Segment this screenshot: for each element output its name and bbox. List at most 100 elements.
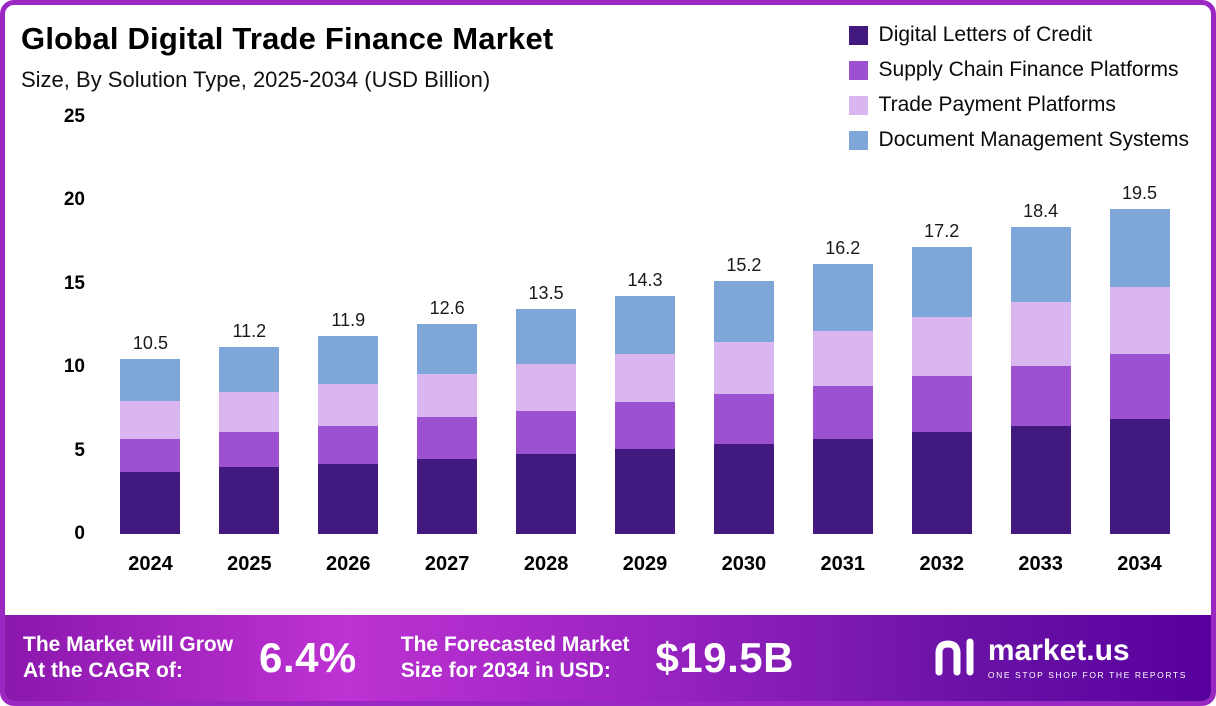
brand-block: market.us ONE STOP SHOP FOR THE REPORTS: [932, 636, 1193, 681]
chart-section: Global Digital Trade Finance Market Size…: [5, 5, 1211, 615]
bar-total-label: 11.2: [232, 321, 267, 342]
bar-stack: [1109, 208, 1170, 534]
bar-segment-supply-chain-finance-platforms: [417, 417, 478, 459]
bar-segment-supply-chain-finance-platforms: [713, 393, 774, 444]
bar-segment-supply-chain-finance-platforms: [812, 385, 873, 439]
legend-label: Digital Letters of Credit: [878, 23, 1093, 46]
bars-container: 10.5 2024 11.2 2025 11.9 2026 12.6 2027 13.5 2028…: [101, 117, 1189, 575]
cagr-label: The Market will Grow At the CAGR of:: [23, 632, 233, 685]
legend-item: Digital Letters of Credit: [848, 23, 1189, 47]
x-axis-label: 2030: [721, 553, 767, 575]
bar-group: 10.5 2024: [120, 117, 181, 575]
bar-segment-trade-payment-platforms: [812, 330, 873, 386]
y-axis-tick: 5: [74, 439, 85, 461]
bar-segment-trade-payment-platforms: [120, 400, 181, 439]
bar-segment-trade-payment-platforms: [911, 317, 972, 376]
bar-total-label: 15.2: [726, 254, 762, 275]
x-axis-label: 2031: [820, 553, 866, 575]
bar-segment-supply-chain-finance-platforms: [219, 432, 280, 468]
bar-group: 14.3 2029: [614, 117, 675, 575]
bar-segment-digital-letters-of-credit: [417, 458, 478, 534]
legend-label: Document Management Systems: [878, 128, 1189, 151]
bar-total-label: 12.6: [429, 297, 465, 318]
bar-segment-document-management-systems: [1010, 227, 1071, 303]
bar-total-label: 13.5: [528, 282, 564, 303]
bar-segment-supply-chain-finance-platforms: [911, 375, 972, 433]
bar-segment-document-management-systems: [713, 280, 774, 343]
bar-stack: [1010, 227, 1071, 534]
legend-item: Trade Payment Platforms: [848, 93, 1189, 117]
bar-segment-digital-letters-of-credit: [1109, 418, 1170, 534]
bar-segment-digital-letters-of-credit: [614, 448, 675, 534]
bar-stack: [911, 247, 972, 534]
bar-total-label: 10.5: [132, 332, 168, 353]
y-axis-tick: 20: [63, 189, 85, 211]
bar-segment-document-management-systems: [911, 247, 972, 318]
bar-segment-document-management-systems: [318, 335, 379, 384]
y-axis-tick: 25: [63, 106, 85, 127]
footer-banner: The Market will Grow At the CAGR of: 6.4…: [5, 615, 1211, 701]
chart-subtitle: Size, By Solution Type, 2025-2034 (USD B…: [21, 67, 491, 92]
bar-group: 16.2 2031: [812, 117, 873, 575]
bar-segment-trade-payment-platforms: [318, 383, 379, 426]
bar-group: 18.4 2033: [1010, 117, 1071, 575]
legend-swatch: [848, 60, 868, 80]
forecast-label: The Forecasted Market Size for 2034 in U…: [401, 632, 630, 685]
legend-swatch: [848, 130, 868, 150]
forecast-label-line1: The Forecasted Market: [400, 632, 630, 656]
bar-stack: [812, 263, 873, 534]
bar-total-label: 17.2: [924, 221, 960, 242]
forecast-label-line2: Size for 2034 in USD:: [400, 659, 611, 682]
x-axis-label: 2026: [326, 553, 371, 575]
bar-segment-document-management-systems: [1109, 208, 1170, 288]
chart-title: Global Digital Trade Finance Market: [21, 21, 554, 56]
bar-segment-digital-letters-of-credit: [812, 438, 873, 534]
bar-segment-document-management-systems: [417, 323, 478, 374]
bar-total-label: 11.9: [331, 309, 366, 330]
bar-group: 15.2 2030: [713, 117, 774, 575]
brand-name: market.us: [987, 634, 1130, 667]
bar-segment-digital-letters-of-credit: [120, 472, 181, 534]
x-axis-label: 2024: [128, 553, 173, 575]
bar-stack: [318, 335, 379, 534]
bar-total-label: 18.4: [1023, 201, 1059, 222]
legend-swatch: [848, 95, 868, 115]
cagr-value: 6.4%: [259, 634, 357, 681]
bar-segment-trade-payment-platforms: [713, 342, 774, 394]
bar-segment-supply-chain-finance-platforms: [1109, 353, 1170, 419]
bar-stack: [120, 358, 181, 534]
bar-segment-digital-letters-of-credit: [516, 453, 577, 534]
marketus-logo-icon: [932, 636, 978, 681]
bar-segment-digital-letters-of-credit: [1010, 425, 1071, 534]
x-axis-label: 2029: [622, 553, 668, 575]
bar-segment-document-management-systems: [219, 347, 280, 393]
x-axis-label: 2028: [523, 553, 569, 575]
bar-stack: [614, 295, 675, 534]
bar-group: 12.6 2027: [417, 117, 478, 575]
bar-segment-digital-letters-of-credit: [318, 463, 379, 534]
bar-segment-supply-chain-finance-platforms: [516, 410, 577, 454]
bar-group: 17.2 2032: [911, 117, 972, 575]
x-axis-label: 2033: [1018, 553, 1063, 575]
x-axis-label: 2034: [1117, 553, 1162, 575]
bar-segment-supply-chain-finance-platforms: [120, 438, 181, 473]
legend-item: Supply Chain Finance Platforms: [848, 58, 1189, 82]
bar-stack: [516, 308, 577, 534]
plot-area: 0 5 10 15 20 25 10.5 2024 11.2 2025 11.9 2026 12.6 2…: [64, 107, 1189, 575]
brand-tagline: ONE STOP SHOP FOR THE REPORTS: [987, 670, 1187, 680]
bar-segment-supply-chain-finance-platforms: [1010, 365, 1071, 426]
bar-segment-trade-payment-platforms: [614, 353, 675, 403]
brand-text: market.us ONE STOP SHOP FOR THE REPORTS: [987, 634, 1187, 681]
bar-segment-digital-letters-of-credit: [911, 432, 972, 534]
cagr-label-line1: The Market will Grow: [23, 632, 234, 656]
bar-segment-document-management-systems: [120, 358, 181, 401]
bar-stack: [713, 280, 774, 534]
bar-segment-trade-payment-platforms: [417, 373, 478, 418]
legend-swatch: [848, 25, 868, 45]
bar-total-label: 19.5: [1121, 182, 1158, 203]
chart-legend: Digital Letters of Credit Supply Chain Fi…: [848, 23, 1189, 152]
bar-total-label: 14.3: [627, 269, 663, 290]
bar-segment-trade-payment-platforms: [1109, 287, 1170, 354]
legend-item: Document Management Systems: [848, 128, 1189, 152]
